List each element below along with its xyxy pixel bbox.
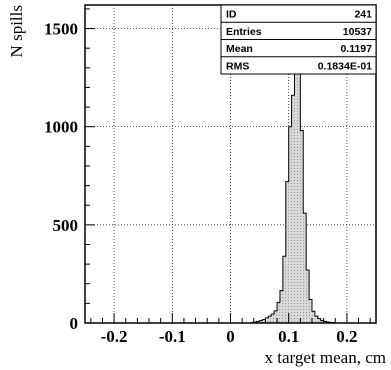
x-tick-label: -0.2 — [101, 327, 128, 346]
stats-label: Entries — [226, 26, 262, 38]
axis-ticks — [85, 8, 371, 324]
stats-label: Mean — [226, 43, 253, 55]
stats-label: ID — [226, 9, 237, 21]
stats-value: 0.1834E-01 — [318, 60, 372, 72]
y-tick-label: 0 — [70, 314, 79, 333]
stats-box: ID 241 Entries 10537 Mean 0.1197 RMS 0.1834E-01 — [220, 4, 377, 75]
stats-value: 241 — [354, 9, 372, 21]
x-tick-labels: -0.2 -0.1 0 0.1 0.2 — [101, 327, 358, 346]
y-axis-title: N spills — [7, 5, 26, 57]
y-tick-labels: 0 500 1000 1500 — [44, 20, 78, 333]
y-tick-label: 500 — [53, 216, 79, 235]
x-tick-label: 0.1 — [278, 327, 299, 346]
stats-value: 0.1197 — [340, 43, 372, 55]
x-axis-title: x target mean, cm — [265, 348, 386, 367]
x-tick-label: 0 — [226, 327, 235, 346]
y-tick-label: 1000 — [44, 118, 78, 137]
x-tick-label: -0.1 — [159, 327, 186, 346]
x-tick-label: 0.2 — [336, 327, 357, 346]
y-tick-label: 1500 — [44, 20, 78, 39]
histogram-fill — [250, 35, 336, 324]
stats-value: 10537 — [343, 26, 372, 38]
stats-label: RMS — [226, 60, 249, 72]
